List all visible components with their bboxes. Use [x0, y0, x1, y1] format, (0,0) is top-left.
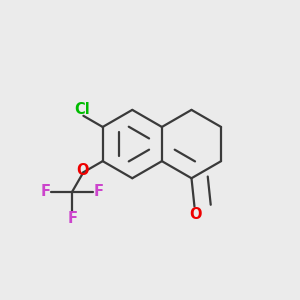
Text: F: F: [41, 184, 51, 199]
Text: O: O: [76, 163, 88, 178]
Text: O: O: [189, 207, 202, 222]
Text: Cl: Cl: [75, 102, 90, 117]
Text: F: F: [67, 212, 77, 226]
Text: F: F: [93, 184, 103, 199]
